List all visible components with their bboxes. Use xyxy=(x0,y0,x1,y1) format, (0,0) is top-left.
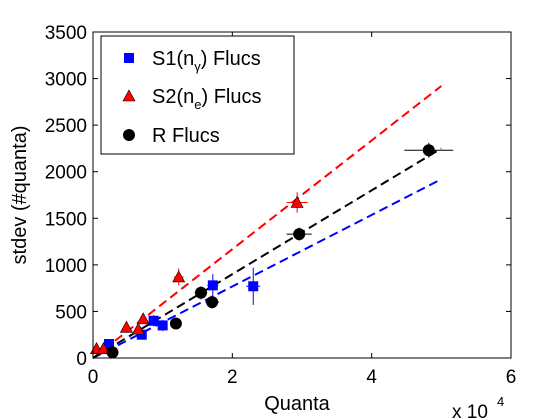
s1-point xyxy=(246,267,261,305)
y-tick-label: 3000 xyxy=(45,70,87,91)
s2-point-marker xyxy=(172,270,186,283)
square-series-fit-line xyxy=(92,178,442,359)
r-point-marker xyxy=(194,286,207,299)
r-point xyxy=(205,295,220,309)
x-multiplier-base: x 10 xyxy=(452,402,488,420)
r-point-marker xyxy=(293,228,306,241)
s2-point xyxy=(172,268,186,286)
s1-point xyxy=(148,315,159,327)
x-axis-ticks: 0 2 4 6 xyxy=(88,32,517,388)
s2-point xyxy=(96,342,110,354)
data-points xyxy=(89,142,454,359)
s2-point xyxy=(119,320,133,333)
s2-point-marker xyxy=(131,322,145,335)
s2-point xyxy=(131,322,145,335)
legend-label: S1(nγ) Flucs xyxy=(152,48,261,74)
s1-point xyxy=(207,274,219,297)
legend-marker-square xyxy=(124,53,134,63)
y-axis-ticks: 0 500 1000 1500 2000 2500 3000 3500 xyxy=(45,23,511,370)
y-tick-label: 1000 xyxy=(45,256,87,277)
r-point-marker xyxy=(169,317,182,330)
x-tick-label: 0 xyxy=(88,367,99,388)
y-tick-label: 2000 xyxy=(45,163,87,184)
legend-marker-circle xyxy=(123,129,135,141)
y-tick-label: 2500 xyxy=(45,116,87,137)
r-point xyxy=(286,227,312,241)
circle-series-fit-line xyxy=(92,147,442,359)
s1-point-marker xyxy=(248,281,259,292)
s2-point-marker xyxy=(119,320,133,333)
y-tick-label: 0 xyxy=(76,349,87,370)
s1-point-marker xyxy=(207,280,218,291)
s1-point-marker xyxy=(157,320,168,331)
r-point-marker xyxy=(106,346,119,359)
triangle-series-fit-line xyxy=(92,85,442,359)
y-tick-label: 3500 xyxy=(45,23,87,44)
x-multiplier-exponent: 4 xyxy=(497,394,504,409)
x-tick-label: 4 xyxy=(366,367,377,388)
legend-marker-triangle xyxy=(122,89,136,102)
s2-point-marker xyxy=(96,342,110,354)
s2-point xyxy=(286,192,308,213)
r-point-marker xyxy=(422,144,435,157)
s2-point xyxy=(136,312,150,325)
legend-label: R Flucs xyxy=(152,125,220,147)
legend-label: S2(ne) Flucs xyxy=(152,86,261,112)
r-point-marker xyxy=(206,296,219,309)
x-tick-label: 2 xyxy=(227,367,238,388)
r-point xyxy=(194,286,208,300)
y-tick-label: 1500 xyxy=(45,209,87,230)
y-axis-label: stdev (#quanta) xyxy=(9,126,31,265)
r-point xyxy=(404,142,454,158)
legend-entry: R Flucs xyxy=(123,125,220,147)
s2-point-marker xyxy=(290,195,304,208)
y-tick-label: 500 xyxy=(55,302,87,323)
s2-point-marker xyxy=(136,312,150,325)
fit-lines xyxy=(92,85,442,359)
r-point xyxy=(169,317,182,330)
legend-entry: S1(nγ) Flucs xyxy=(124,48,261,74)
s1-point xyxy=(157,319,168,331)
s1-point-marker xyxy=(148,315,159,326)
x-axis-label: Quanta xyxy=(264,393,330,415)
x-tick-label: 6 xyxy=(506,367,517,388)
legend-entry: S2(ne) Flucs xyxy=(122,86,261,112)
x-axis-multiplier: x 10 4 xyxy=(452,394,504,420)
plot-frame xyxy=(92,31,512,359)
legend: S1(nγ) Flucs S2(ne) Flucs R Flucs xyxy=(100,35,295,155)
r-point xyxy=(106,346,119,359)
